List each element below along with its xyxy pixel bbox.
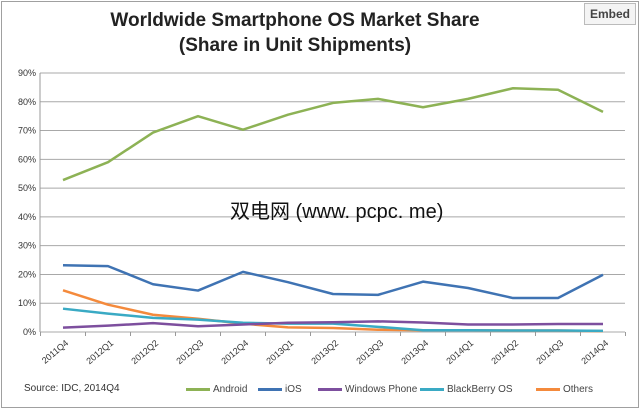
- y-tick-label: 40%: [18, 212, 36, 222]
- y-tick-label: 80%: [18, 97, 36, 107]
- x-tick-label: 2014Q2: [489, 338, 520, 366]
- legend-swatch: [258, 388, 282, 391]
- x-tick-label: 2014Q3: [534, 338, 565, 366]
- legend-label: BlackBerry OS: [447, 384, 513, 395]
- legend-swatch: [536, 388, 560, 391]
- legend-windows-phone: Windows Phone: [318, 384, 417, 395]
- x-tick-label: 2014Q1: [444, 338, 475, 366]
- legend-swatch: [318, 388, 342, 391]
- y-tick-label: 20%: [18, 269, 36, 279]
- x-tick-label: 2012Q1: [84, 338, 115, 366]
- x-tick-label: 2013Q2: [309, 338, 340, 366]
- chart-subtitle: (Share in Unit Shipments): [178, 35, 412, 56]
- series-line-android: [62, 87, 604, 182]
- x-tick-label: 2011Q4: [40, 338, 70, 366]
- legend-ios: iOS: [258, 384, 302, 395]
- y-tick-label: 60%: [18, 154, 36, 164]
- y-tick-label: 10%: [18, 298, 36, 308]
- x-tick-label: 2012Q2: [129, 338, 160, 366]
- legend-others: Others: [536, 384, 593, 395]
- legend-label: Windows Phone: [345, 384, 418, 395]
- y-tick-label: 70%: [18, 126, 36, 136]
- chart-title: Worldwide Smartphone OS Market Share: [110, 10, 480, 31]
- legend-label: Others: [563, 384, 594, 395]
- legend-android: Android: [186, 384, 247, 395]
- y-tick-label: 50%: [18, 183, 36, 193]
- y-tick-label: 30%: [18, 241, 36, 251]
- legend-label: iOS: [285, 384, 302, 395]
- series-line-windows-phone: [62, 320, 603, 329]
- x-tick-label: 2014Q4: [579, 338, 610, 366]
- series-line-blackberry-os: [62, 307, 604, 333]
- legend-label: Android: [213, 384, 248, 395]
- x-tick-label: 2013Q1: [264, 338, 295, 366]
- x-tick-label: 2013Q3: [354, 338, 385, 366]
- legend-swatch: [186, 388, 210, 391]
- y-tick-label: 0%: [23, 327, 36, 337]
- embed-button[interactable]: Embed: [584, 3, 636, 25]
- x-tick-label: 2013Q4: [399, 338, 430, 366]
- x-tick-label: 2012Q4: [219, 338, 250, 366]
- x-tick-label: 2012Q3: [174, 338, 205, 366]
- legend-blackberry: BlackBerry OS: [420, 384, 513, 395]
- y-tick-label: 90%: [18, 68, 36, 78]
- legend-swatch: [420, 388, 444, 391]
- source-note: Source: IDC, 2014Q4: [24, 383, 120, 394]
- series-line-ios: [62, 263, 604, 300]
- watermark: 双电网 (www. pcpc. me): [230, 201, 444, 223]
